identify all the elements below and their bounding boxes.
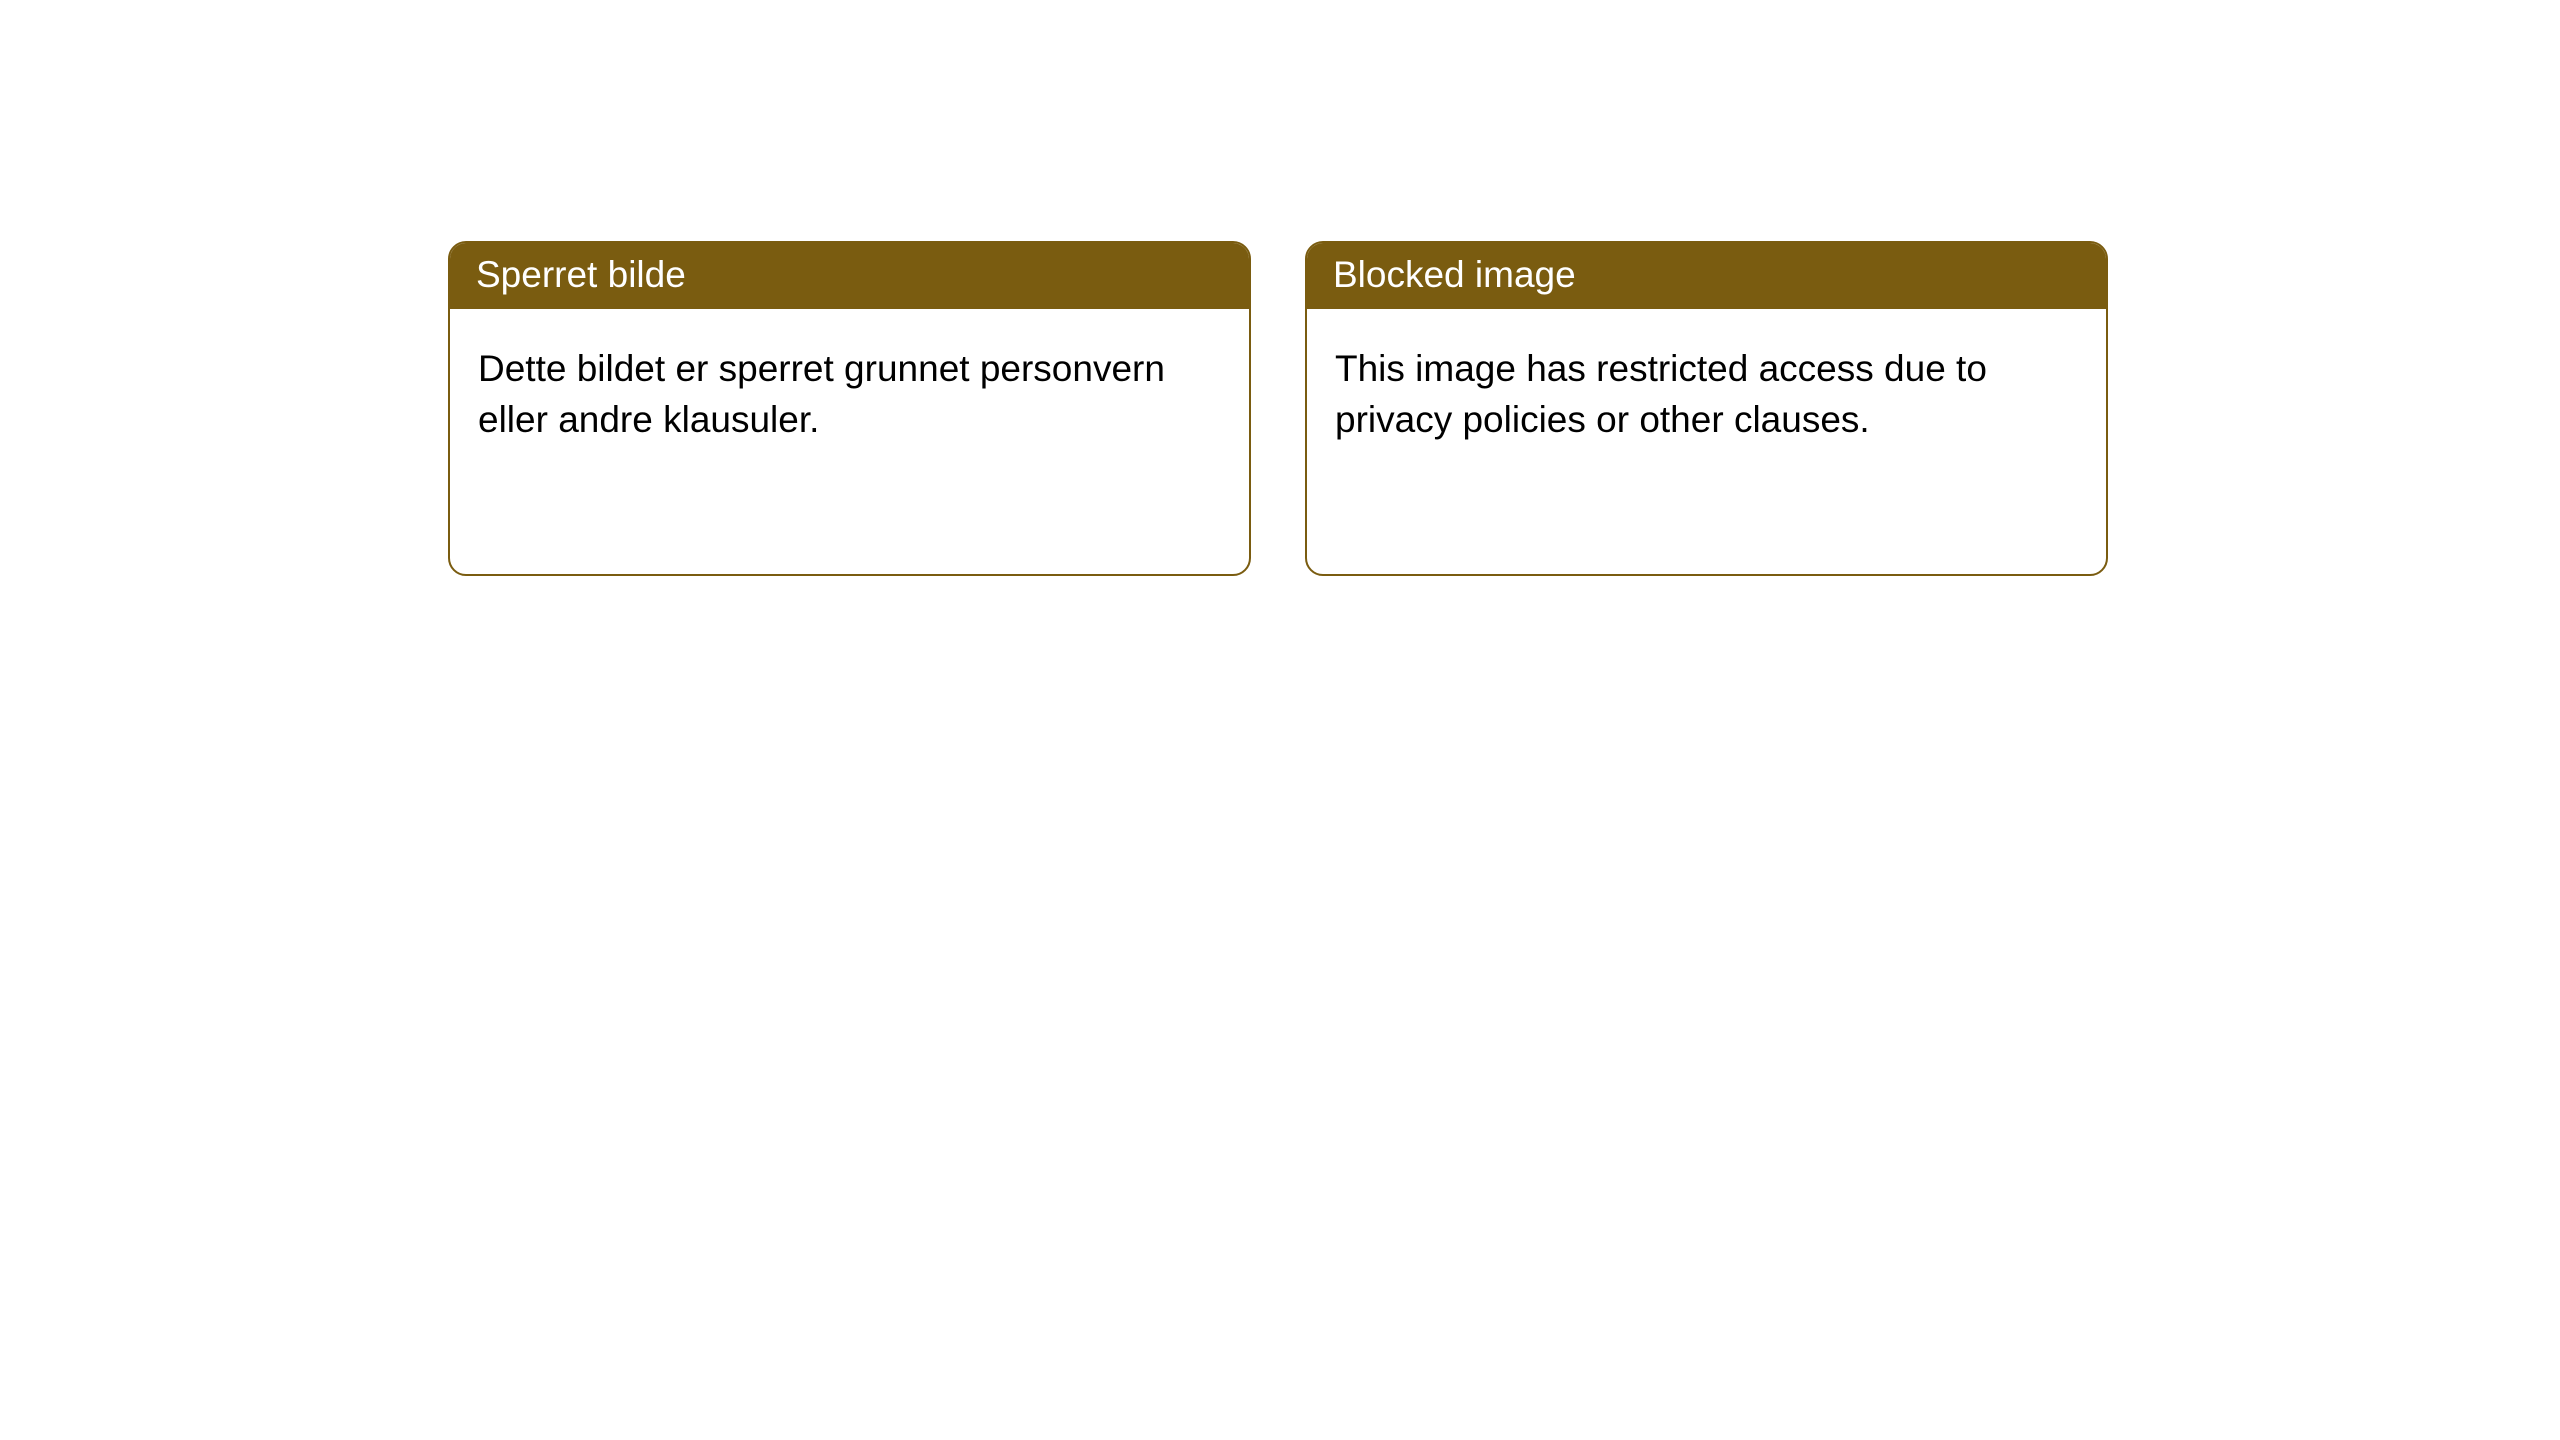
blocked-image-card-no: Sperret bilde Dette bildet er sperret gr…	[448, 241, 1251, 576]
blocked-image-cards-container: Sperret bilde Dette bildet er sperret gr…	[0, 0, 2560, 576]
card-body-no: Dette bildet er sperret grunnet personve…	[450, 309, 1249, 473]
card-header-en: Blocked image	[1307, 243, 2106, 309]
card-header-no: Sperret bilde	[450, 243, 1249, 309]
card-body-en: This image has restricted access due to …	[1307, 309, 2106, 473]
blocked-image-card-en: Blocked image This image has restricted …	[1305, 241, 2108, 576]
